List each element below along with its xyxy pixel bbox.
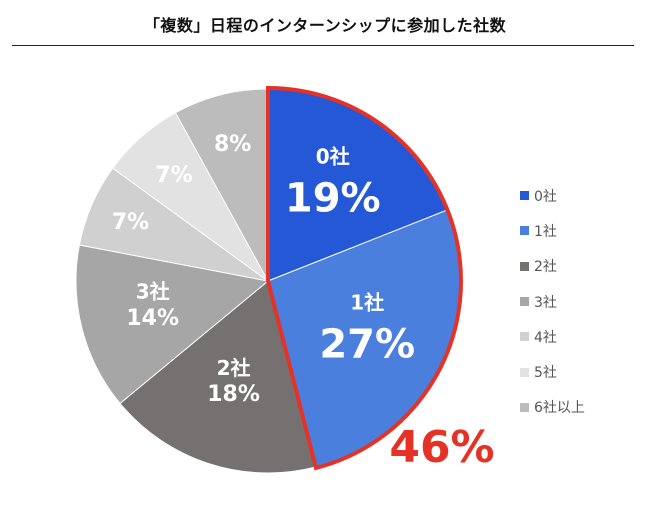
legend-label: 0社 xyxy=(534,188,557,205)
legend-label: 2社 xyxy=(534,259,557,276)
chart-title: 「複数」日程のインターンシップに参加した社数 xyxy=(143,16,507,35)
chart-legend: 0社 1社 2社 3社 4社 5社 6社以上 xyxy=(520,178,640,425)
legend-swatch xyxy=(520,297,529,307)
pie-slice-4 xyxy=(75,244,270,405)
legend-label: 5社 xyxy=(534,365,557,382)
legend-swatch xyxy=(520,261,529,271)
legend-label: 1社 xyxy=(534,223,557,240)
slice-value-label: 8% xyxy=(214,132,251,157)
legend-swatch xyxy=(520,402,529,412)
slice-value-label: 19% xyxy=(285,176,381,222)
legend-label: 3社 xyxy=(534,294,557,311)
slice-value-label: 14% xyxy=(126,306,179,331)
pie-slice-3 xyxy=(119,280,317,474)
highlight-total-label: 46% xyxy=(389,422,494,473)
slice-category-label: 1社 xyxy=(350,291,384,315)
legend-item: 4社 xyxy=(520,319,640,354)
legend-swatch xyxy=(520,367,529,377)
slice-category-label: 3社 xyxy=(136,280,170,304)
legend-item: 1社 xyxy=(520,213,640,248)
highlight-outline xyxy=(266,85,463,471)
slice-category-label: 0社 xyxy=(316,145,350,169)
legend-item: 3社 xyxy=(520,284,640,319)
legend-item: 5社 xyxy=(520,354,640,389)
legend-item: 6社以上 xyxy=(520,390,640,425)
legend-item: 0社 xyxy=(520,178,640,213)
legend-swatch xyxy=(520,191,529,201)
slice-value-label: 7% xyxy=(112,210,149,235)
slice-value-label: 27% xyxy=(319,322,415,368)
legend-swatch xyxy=(520,332,529,342)
legend-item: 2社 xyxy=(520,249,640,284)
slice-category-label: 2社 xyxy=(217,356,251,380)
legend-label: 6社以上 xyxy=(534,400,585,417)
slice-value-label: 18% xyxy=(207,382,260,407)
legend-swatch xyxy=(520,226,529,236)
slice-value-label: 7% xyxy=(155,163,192,188)
legend-label: 4社 xyxy=(534,329,557,346)
title-divider xyxy=(12,45,634,46)
